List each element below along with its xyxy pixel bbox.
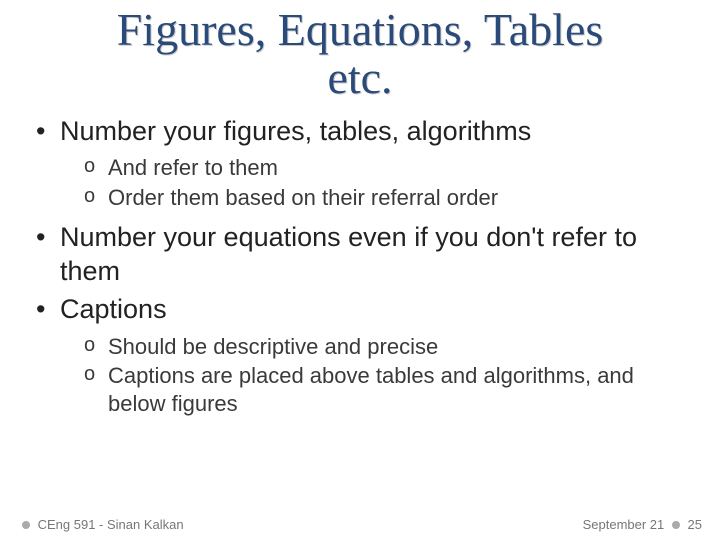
title-line-2: etc. xyxy=(327,52,392,103)
sub-bullet-text: Captions are placed above tables and alg… xyxy=(108,363,634,416)
bullet-item: Number your equations even if you don't … xyxy=(30,221,690,289)
bullet-text: Number your equations even if you don't … xyxy=(60,222,637,286)
footer-course: CEng 591 - Sinan Kalkan xyxy=(38,517,184,532)
slide-body: Number your figures, tables, algorithms … xyxy=(0,103,720,418)
sub-bullet-item: Captions are placed above tables and alg… xyxy=(60,362,690,417)
sub-bullet-list: And refer to them Order them based on th… xyxy=(60,154,690,211)
sub-bullet-text: Order them based on their referral order xyxy=(108,185,498,210)
sub-bullet-item: Should be descriptive and precise xyxy=(60,333,690,361)
bullet-list: Number your figures, tables, algorithms … xyxy=(30,115,690,418)
bullet-item: Number your figures, tables, algorithms … xyxy=(30,115,690,212)
bullet-text: Number your figures, tables, algorithms xyxy=(60,116,531,146)
bullet-dot-icon xyxy=(672,521,680,529)
sub-bullet-text: And refer to them xyxy=(108,155,278,180)
bullet-dot-icon xyxy=(22,521,30,529)
bullet-item: Captions Should be descriptive and preci… xyxy=(30,293,690,417)
sub-bullet-item: And refer to them xyxy=(60,154,690,182)
slide: Figures, Equations, Tables etc. Number y… xyxy=(0,0,720,540)
slide-title: Figures, Equations, Tables etc. xyxy=(0,0,720,103)
bullet-text: Captions xyxy=(60,294,167,324)
slide-footer: CEng 591 - Sinan Kalkan September 21 25 xyxy=(0,508,720,532)
sub-bullet-item: Order them based on their referral order xyxy=(60,184,690,212)
footer-page: 25 xyxy=(688,517,702,532)
sub-bullet-list: Should be descriptive and precise Captio… xyxy=(60,333,690,418)
footer-right: September 21 25 xyxy=(583,516,702,532)
sub-bullet-text: Should be descriptive and precise xyxy=(108,334,438,359)
footer-left: CEng 591 - Sinan Kalkan xyxy=(18,516,184,532)
title-line-1: Figures, Equations, Tables xyxy=(117,4,604,55)
footer-date: September 21 xyxy=(583,517,665,532)
